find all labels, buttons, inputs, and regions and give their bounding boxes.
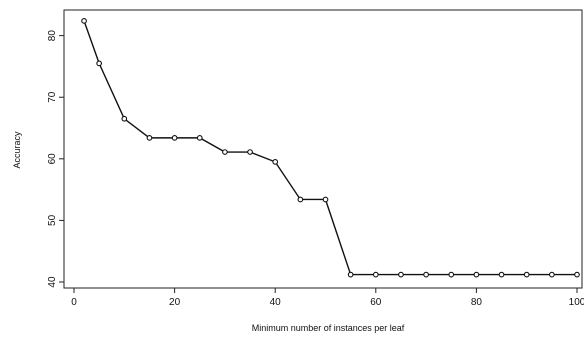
data-point [523,271,530,278]
y-axis-label: Accuracy [12,131,22,169]
y-tick-label: 40 [47,276,58,288]
y-tick-label: 70 [47,91,58,103]
data-point [448,271,455,278]
data-point [247,149,253,155]
x-tick-label: 0 [71,297,77,308]
data-point [272,159,279,165]
data-point [297,196,304,203]
y-tick-label: 50 [47,214,58,226]
series-line [83,20,577,276]
data-point [222,149,228,155]
x-tick-label: 80 [471,297,483,308]
data-point [347,271,354,278]
x-tick-label: 20 [169,297,181,308]
data-point [574,271,580,278]
data-point [372,271,379,278]
y-tick-label: 80 [47,30,58,42]
data-point [322,196,329,203]
plot-frame [63,9,583,289]
data-point [121,115,128,122]
x-axis-label: Minimum number of instances per leaf [252,323,405,333]
series-marks [81,18,580,278]
data-point [398,271,404,278]
axes: 0 20 40 60 80 100 40 50 60 70 80 [47,9,584,308]
data-point [81,18,87,24]
data-point [498,271,505,278]
x-tick-label: 40 [270,297,282,308]
x-tick-label: 60 [370,297,382,308]
data-point [548,271,555,278]
x-tick-label: 100 [569,297,584,308]
data-point [196,135,203,141]
data-point [96,60,102,67]
data-point [146,135,153,141]
data-point [423,271,429,278]
data-point [473,271,480,278]
y-tick-label: 60 [47,153,58,165]
data-point [171,135,178,141]
